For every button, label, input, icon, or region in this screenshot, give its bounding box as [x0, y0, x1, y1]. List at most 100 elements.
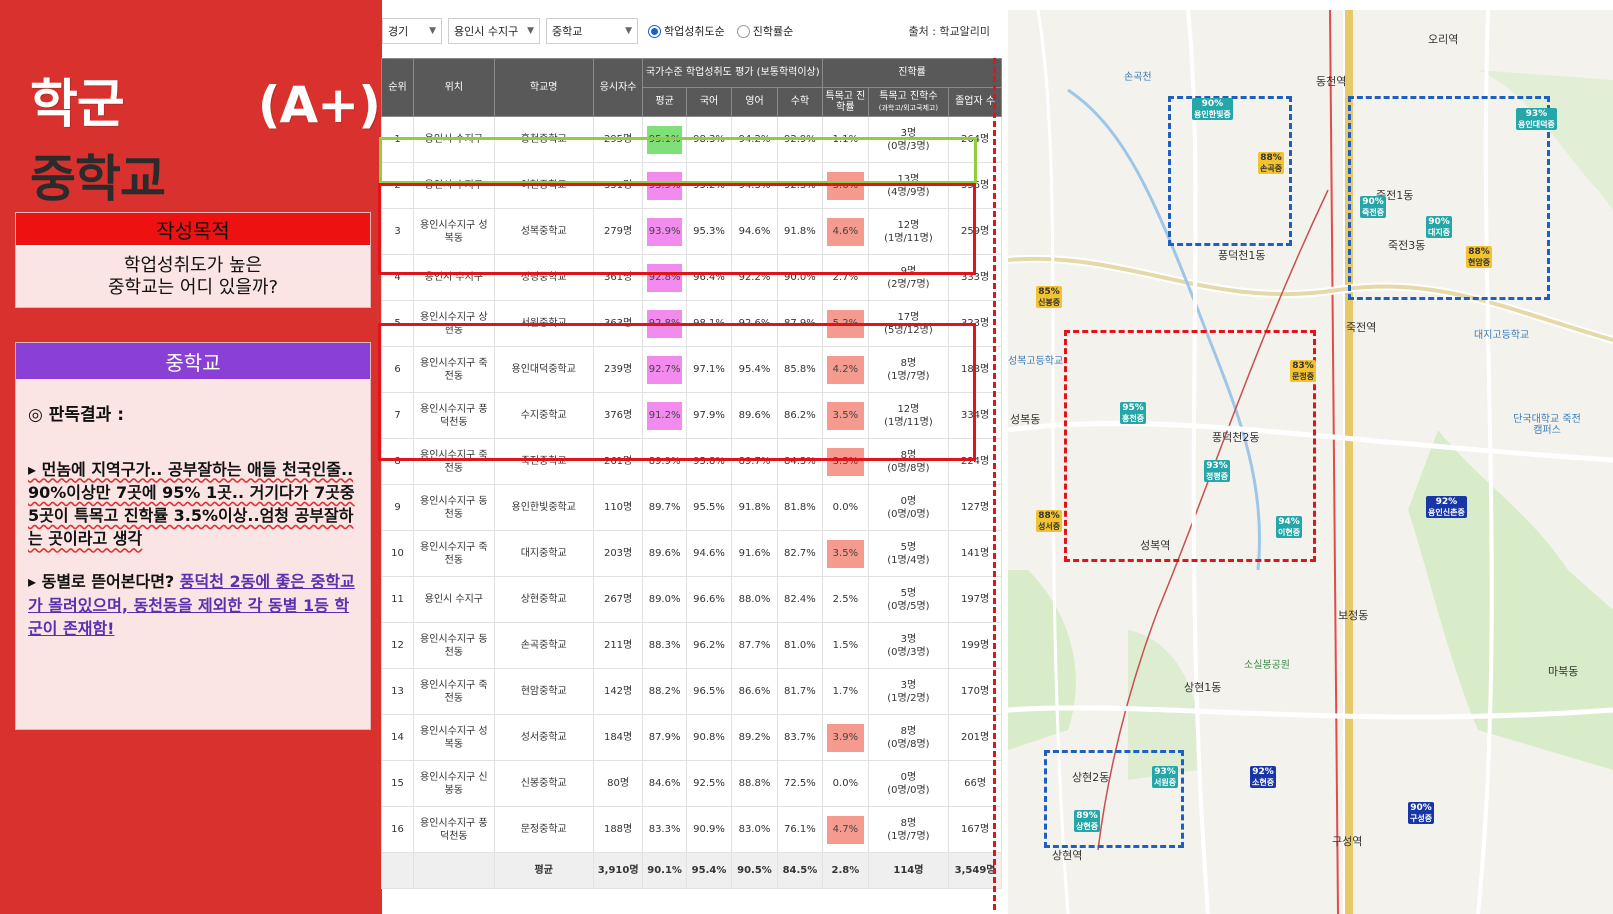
- region-select[interactable]: 경기 ▼: [382, 18, 442, 44]
- cell-avg-value: 88.2%: [648, 685, 681, 697]
- pin-pct: 88%: [1468, 247, 1490, 257]
- table-row[interactable]: 4 용인시 수지구 정평중학교 361명 92.8% 96.4% 92.2% 90.0% 2.7…: [380, 254, 1002, 301]
- purpose-line1: 학업성취도가 높은: [123, 254, 263, 276]
- school-pin[interactable]: 90% 죽전중: [1360, 196, 1387, 219]
- map-label: 구성역: [1332, 835, 1363, 848]
- cell-kor: 96.6%: [685, 576, 733, 623]
- pin-name: 현암중: [1468, 257, 1491, 267]
- school-pin[interactable]: 90% 용인한빛중: [1192, 98, 1233, 121]
- chevron-down-icon: ▼: [625, 26, 632, 36]
- pin-name: 소현중: [1252, 777, 1275, 787]
- school-pin[interactable]: 94% 이현중: [1276, 516, 1303, 539]
- school-pin[interactable]: 88% 성서중: [1036, 510, 1063, 533]
- purpose-box: 작성목적 학업성취도가 높은 중학교는 어디 있을까?: [15, 212, 371, 308]
- cell-special-count-total: 0명: [900, 771, 917, 783]
- cell-math: 91.8%: [776, 208, 824, 255]
- school-pin[interactable]: 89% 상현중: [1074, 810, 1101, 833]
- cell-rank: 16: [380, 806, 415, 853]
- school-pin[interactable]: 95% 홍천중: [1120, 402, 1147, 425]
- avg-rate: 2.8%: [822, 852, 869, 889]
- th-eng[interactable]: 영어: [731, 87, 778, 117]
- th-kor[interactable]: 국어: [685, 87, 733, 117]
- cell-special-count: 3명 (0명/3명): [867, 116, 950, 163]
- cell-special-count-total: 9명: [900, 265, 917, 277]
- table-row[interactable]: 16 용인시수지구 풍덕천동 문정중학교 188명 83.3% 90.9% 83.0% 76.…: [380, 806, 1002, 853]
- table-row[interactable]: 10 용인시수지구 죽전동 대지중학교 203명 89.6% 94.6% 91.6% 82.7…: [380, 530, 1002, 577]
- cell-avg: 89.9%: [642, 438, 687, 485]
- cell-special-count: 12명 (1명/11명): [867, 208, 950, 255]
- table-row[interactable]: 12 용인시수지구 동천동 손곡중학교 211명 88.3% 96.2% 87.7% 81.0…: [380, 622, 1002, 669]
- school-pin[interactable]: 88% 손곡중: [1258, 152, 1285, 175]
- th-rank[interactable]: 순위: [380, 58, 415, 117]
- school-pin[interactable]: 88% 현암중: [1466, 246, 1493, 269]
- cell-math: 72.5%: [776, 760, 824, 807]
- cell-rank: 10: [380, 530, 415, 577]
- level-select[interactable]: 중학교 ▼: [546, 18, 638, 44]
- school-pin[interactable]: 93% 용인대덕중: [1516, 108, 1557, 131]
- cell-math: 92.3%: [776, 162, 824, 209]
- cell-kor: 95.3%: [685, 208, 733, 255]
- district-select[interactable]: 용인시 수지구 ▼: [448, 18, 540, 44]
- cell-special-count-split: (5명/12명): [884, 324, 933, 336]
- table-row[interactable]: 3 용인시수지구 성복동 성복중학교 279명 93.9% 95.3% 94.6% 91.8%…: [380, 208, 1002, 255]
- table-row[interactable]: 11 용인시 수지구 상현중학교 267명 89.0% 96.6% 88.0% 82.4% 2.…: [380, 576, 1002, 623]
- cell-special-count-split: (1명/11명): [884, 232, 933, 244]
- school-pin[interactable]: 93% 정평중: [1204, 460, 1231, 483]
- cell-special-rate-value: 3.5%: [827, 447, 864, 476]
- table-row[interactable]: 2 용인시 수지구 이현중학교 351명 93.9% 95.2% 94.3% 92.3% 3.6…: [380, 162, 1002, 209]
- table-row[interactable]: 7 용인시수지구 풍덕천동 수지중학교 376명 91.2% 97.9% 89.6% 86.2…: [380, 392, 1002, 439]
- school-map[interactable]: 오리역 동천역 손곡천 죽전1동 죽전3동 죽전역 풍덕천1동 풍덕천2동 성복…: [1008, 10, 1613, 914]
- district-value: 용인시 수지구: [454, 25, 519, 38]
- table-row[interactable]: 5 용인시수지구 상현동 서원중학교 363명 92.8% 98.1% 92.6% 87.9%…: [380, 300, 1002, 347]
- region-value: 경기: [388, 25, 409, 38]
- cell-special-count-total: 0명: [900, 495, 917, 507]
- cell-special-count-split: (1명/11명): [884, 416, 933, 428]
- th-math[interactable]: 수학: [776, 87, 824, 117]
- school-pin[interactable]: 92% 소현중: [1250, 766, 1277, 789]
- table-row[interactable]: 6 용인시수지구 죽전동 용인대덕중학교 239명 92.7% 97.1% 95.4% 85.…: [380, 346, 1002, 393]
- th-special-rate[interactable]: 특목고 진학률: [822, 87, 869, 117]
- school-pin[interactable]: 83% 문정중: [1290, 360, 1317, 383]
- result-label: ◎ 판독결과 :: [28, 405, 125, 425]
- cell-math: 76.1%: [776, 806, 824, 853]
- analysis-link[interactable]: 풍덕천 2동에 좋은 중학교가 몰려있으며, 동천동을 제외한 각 동별 1등 …: [28, 572, 355, 638]
- school-pin[interactable]: 85% 신봉중: [1036, 286, 1063, 309]
- cell-math: 84.3%: [776, 438, 824, 485]
- cell-avg: 92.8%: [642, 254, 687, 301]
- cell-eng: 89.7%: [731, 438, 778, 485]
- cell-rank: 5: [380, 300, 415, 347]
- th-location[interactable]: 위치: [413, 58, 495, 117]
- avg-empty: [380, 852, 415, 889]
- cell-math: 81.7%: [776, 668, 824, 715]
- school-pin[interactable]: 92% 용인신촌중: [1426, 496, 1467, 519]
- school-pin[interactable]: 90% 구성중: [1408, 802, 1435, 825]
- cell-applicants: 295명: [592, 116, 644, 163]
- cell-special-rate-value: 3.9%: [827, 723, 864, 752]
- table-row[interactable]: 1 용인시 수지구 홍천중학교 295명 95.1% 98.3% 94.2% 92.9% 1.1…: [380, 116, 1002, 163]
- th-school[interactable]: 학교명: [493, 58, 594, 117]
- th-special-count[interactable]: 특목고 진학수 (과학고/외고국제고): [867, 87, 950, 117]
- cell-applicants: 142명: [592, 668, 644, 715]
- table-row[interactable]: 15 용인시수지구 신봉동 신봉중학교 80명 84.6% 92.5% 88.8% 72.5%…: [380, 760, 1002, 807]
- th-avg[interactable]: 평균: [642, 87, 687, 117]
- th-applicants[interactable]: 응시자수: [592, 58, 644, 117]
- cell-special-count-total: 12명: [897, 403, 920, 415]
- table-row[interactable]: 14 용인시수지구 성복동 성서중학교 184명 87.9% 90.8% 89.2% 83.7…: [380, 714, 1002, 761]
- region-box-jukjeon: [1348, 96, 1550, 300]
- table-row[interactable]: 9 용인시수지구 동천동 용인한빛중학교 110명 89.7% 95.5% 91.8% 81.…: [380, 484, 1002, 531]
- cell-applicants: 279명: [592, 208, 644, 255]
- sort-achievement-radio[interactable]: 학업성취도순: [648, 23, 725, 39]
- map-label: 소실봉공원: [1244, 660, 1290, 671]
- cell-math: 82.4%: [776, 576, 824, 623]
- sort-advancement-radio[interactable]: 진학률순: [736, 23, 793, 39]
- cell-special-rate-value: 4.2%: [827, 355, 864, 384]
- table-row[interactable]: 8 용인시수지구 죽전동 죽전중학교 261명 89.9% 95.8% 89.7% 84.3%…: [380, 438, 1002, 485]
- cell-school: 성복중학교: [493, 208, 594, 255]
- table-row[interactable]: 13 용인시수지구 죽전동 현암중학교 142명 88.2% 96.5% 86.6% 81.7…: [380, 668, 1002, 715]
- school-pin[interactable]: 90% 대지중: [1426, 216, 1453, 239]
- cell-eng: 94.6%: [731, 208, 778, 255]
- cell-eng: 87.7%: [731, 622, 778, 669]
- middle-school-box: 중학교 ◎ 판독결과 : ▸ 먼놈에 지역구가.. 공부잘하는 애들 천국인줄.…: [15, 342, 371, 730]
- school-pin[interactable]: 93% 서원중: [1152, 766, 1179, 789]
- cell-avg-value: 87.9%: [648, 731, 681, 743]
